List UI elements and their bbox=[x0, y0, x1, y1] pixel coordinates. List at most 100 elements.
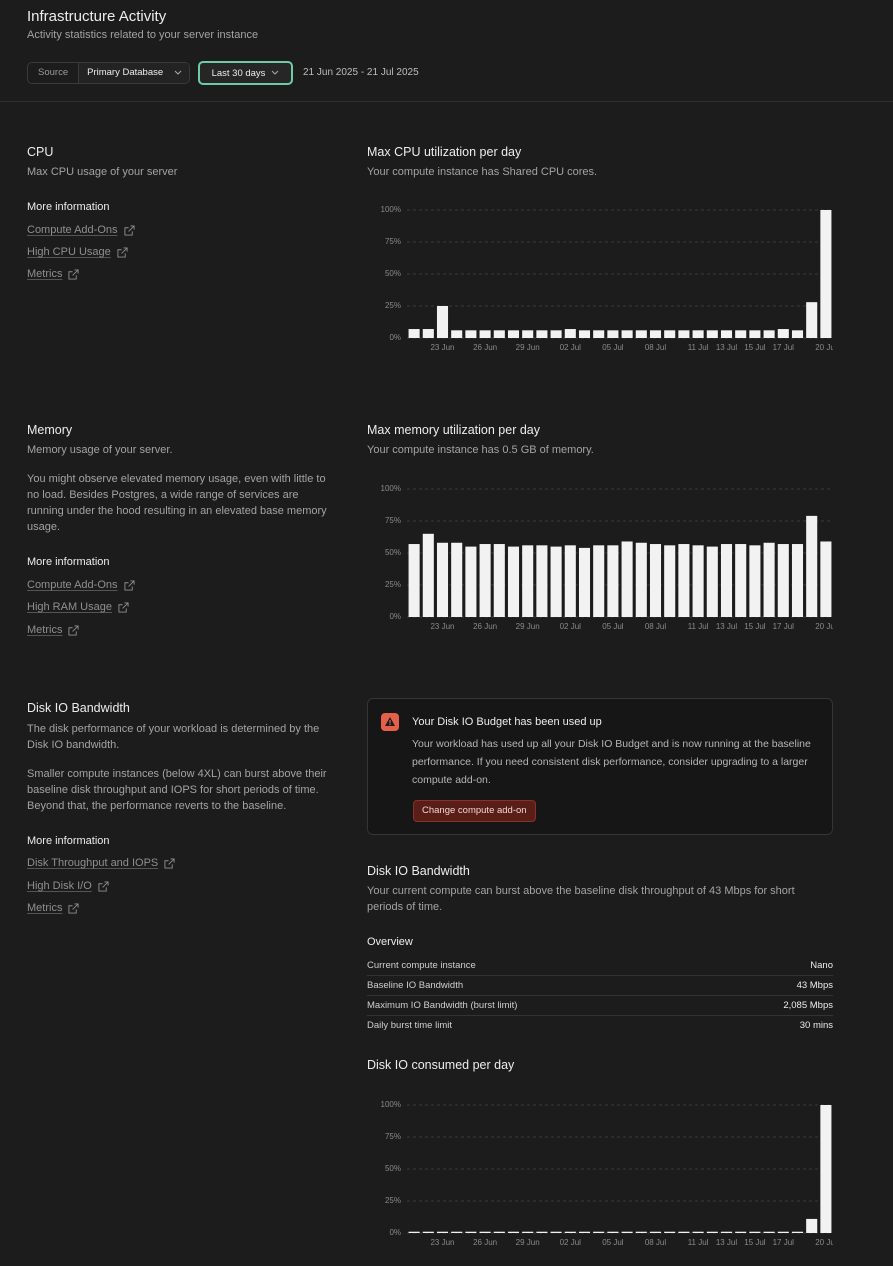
bar bbox=[451, 1231, 463, 1233]
bar bbox=[578, 330, 591, 338]
x-tick-label: 08 Jul bbox=[645, 622, 667, 631]
x-tick-label: 11 Jul bbox=[688, 622, 709, 631]
link-row: High RAM Usage bbox=[27, 601, 129, 613]
bar bbox=[678, 330, 690, 338]
chart-subtitle: Your compute instance has Shared CPU cor… bbox=[367, 166, 598, 178]
link[interactable]: Disk Throughput and IOPS bbox=[27, 857, 159, 869]
y-tick-label: 25% bbox=[385, 1196, 401, 1205]
y-tick-label: 75% bbox=[385, 237, 401, 246]
overview-title: Overview bbox=[367, 936, 413, 948]
chevron bbox=[171, 63, 190, 83]
section-title: Memory bbox=[27, 423, 73, 437]
x-tick-label: 05 Jul bbox=[602, 343, 624, 352]
row-value: 43 Mbps bbox=[796, 980, 833, 991]
bar bbox=[777, 544, 789, 617]
x-tick-label: 08 Jul bbox=[645, 1238, 667, 1247]
row-label: Baseline IO Bandwidth bbox=[367, 980, 464, 991]
y-tick-label: 75% bbox=[385, 516, 401, 525]
bar bbox=[422, 329, 434, 338]
overview-row: Current compute instance Nano bbox=[367, 960, 833, 976]
bar bbox=[607, 1231, 619, 1233]
x-tick-label: 02 Jul bbox=[560, 343, 582, 352]
x-tick-label: 20 Jul bbox=[815, 622, 833, 631]
x-tick-label: 13 Jul bbox=[716, 622, 738, 631]
external-icon bbox=[164, 857, 175, 869]
external-icon bbox=[118, 601, 129, 613]
bar bbox=[436, 1231, 449, 1233]
alert-title: Your Disk IO Budget has been used up bbox=[412, 716, 602, 728]
link-row: Compute Add-Ons bbox=[27, 224, 135, 236]
alert-button[interactable]: Change compute add-on bbox=[413, 800, 536, 822]
bar bbox=[664, 330, 676, 338]
bar bbox=[791, 1231, 804, 1233]
source-value[interactable]: Primary Database bbox=[79, 63, 172, 83]
x-tick-label: 02 Jul bbox=[560, 1238, 582, 1247]
x-tick-label: 05 Jul bbox=[602, 1238, 624, 1247]
source-selector[interactable]: Source Primary Database bbox=[27, 62, 191, 84]
link-row: Metrics bbox=[27, 268, 79, 280]
chart-title: Max CPU utilization per day bbox=[367, 145, 522, 159]
source-label: Source bbox=[28, 63, 80, 83]
bar bbox=[678, 1231, 690, 1233]
link[interactable]: Compute Add-Ons bbox=[27, 224, 118, 236]
bar bbox=[422, 533, 434, 617]
bar bbox=[536, 545, 548, 617]
x-tick-label: 23 Jun bbox=[430, 622, 454, 631]
section-note: Smaller compute instances (below 4XL) ca… bbox=[27, 768, 327, 812]
bar bbox=[820, 541, 832, 617]
x-tick-label: 05 Jul bbox=[602, 622, 624, 631]
bar bbox=[749, 545, 761, 617]
bar bbox=[692, 545, 704, 617]
bar bbox=[522, 545, 534, 617]
x-tick-label: 15 Jul bbox=[744, 622, 766, 631]
link[interactable]: High RAM Usage bbox=[27, 601, 112, 613]
x-tick-label: 26 Jun bbox=[473, 343, 497, 352]
bar bbox=[820, 1105, 832, 1233]
link-row: High Disk I/O bbox=[27, 880, 109, 892]
bar bbox=[522, 1231, 534, 1233]
bar bbox=[621, 1231, 633, 1233]
bar bbox=[436, 542, 449, 617]
y-tick-label: 0% bbox=[389, 612, 401, 621]
alert-body: Your workload has used up all your Disk … bbox=[412, 738, 811, 786]
overview-row: Daily burst time limit 30 mins bbox=[367, 1020, 833, 1035]
link-row: Disk Throughput and IOPS bbox=[27, 857, 175, 869]
bar bbox=[607, 545, 619, 617]
bar bbox=[522, 330, 534, 338]
section-title: Disk IO Bandwidth bbox=[27, 701, 130, 715]
chart-title: Max memory utilization per day bbox=[367, 423, 540, 437]
bar bbox=[564, 1231, 576, 1233]
bar bbox=[791, 330, 804, 338]
section-description: Your current compute can burst above the… bbox=[367, 885, 795, 913]
bar bbox=[593, 545, 605, 617]
bar bbox=[735, 1231, 747, 1233]
link[interactable]: Compute Add-Ons bbox=[27, 579, 118, 591]
link[interactable]: High CPU Usage bbox=[27, 246, 111, 258]
y-tick-label: 100% bbox=[381, 1100, 401, 1109]
x-tick-label: 08 Jul bbox=[645, 343, 667, 352]
x-tick-label: 17 Jul bbox=[773, 622, 795, 631]
row-value: 30 mins bbox=[799, 1020, 833, 1031]
page-title: Infrastructure Activity bbox=[27, 8, 167, 25]
link[interactable]: Metrics bbox=[27, 902, 63, 914]
chart: 0% 25% 50% 75% 100% 23 Jun 26 Jun 29 Jun 02 Jul 0… bbox=[381, 484, 833, 631]
bar bbox=[436, 306, 449, 338]
link[interactable]: High Disk I/O bbox=[27, 880, 92, 892]
link[interactable]: Metrics bbox=[27, 268, 63, 280]
row-label: Maximum IO Bandwidth (burst limit) bbox=[367, 1000, 518, 1011]
divider bbox=[0, 101, 893, 102]
x-tick-label: 29 Jun bbox=[516, 1238, 540, 1247]
bar bbox=[493, 1231, 505, 1233]
link[interactable]: Metrics bbox=[27, 624, 63, 636]
section-note: You might observe elevated memory usage,… bbox=[27, 473, 327, 533]
bar bbox=[635, 330, 647, 338]
bar bbox=[763, 330, 775, 338]
x-tick-label: 15 Jul bbox=[744, 1238, 766, 1247]
bar bbox=[479, 330, 491, 338]
bar bbox=[607, 330, 619, 338]
bar bbox=[649, 544, 662, 617]
range-button[interactable]: Last 30 days bbox=[198, 61, 293, 85]
bar bbox=[593, 1231, 605, 1233]
bar bbox=[806, 302, 818, 338]
